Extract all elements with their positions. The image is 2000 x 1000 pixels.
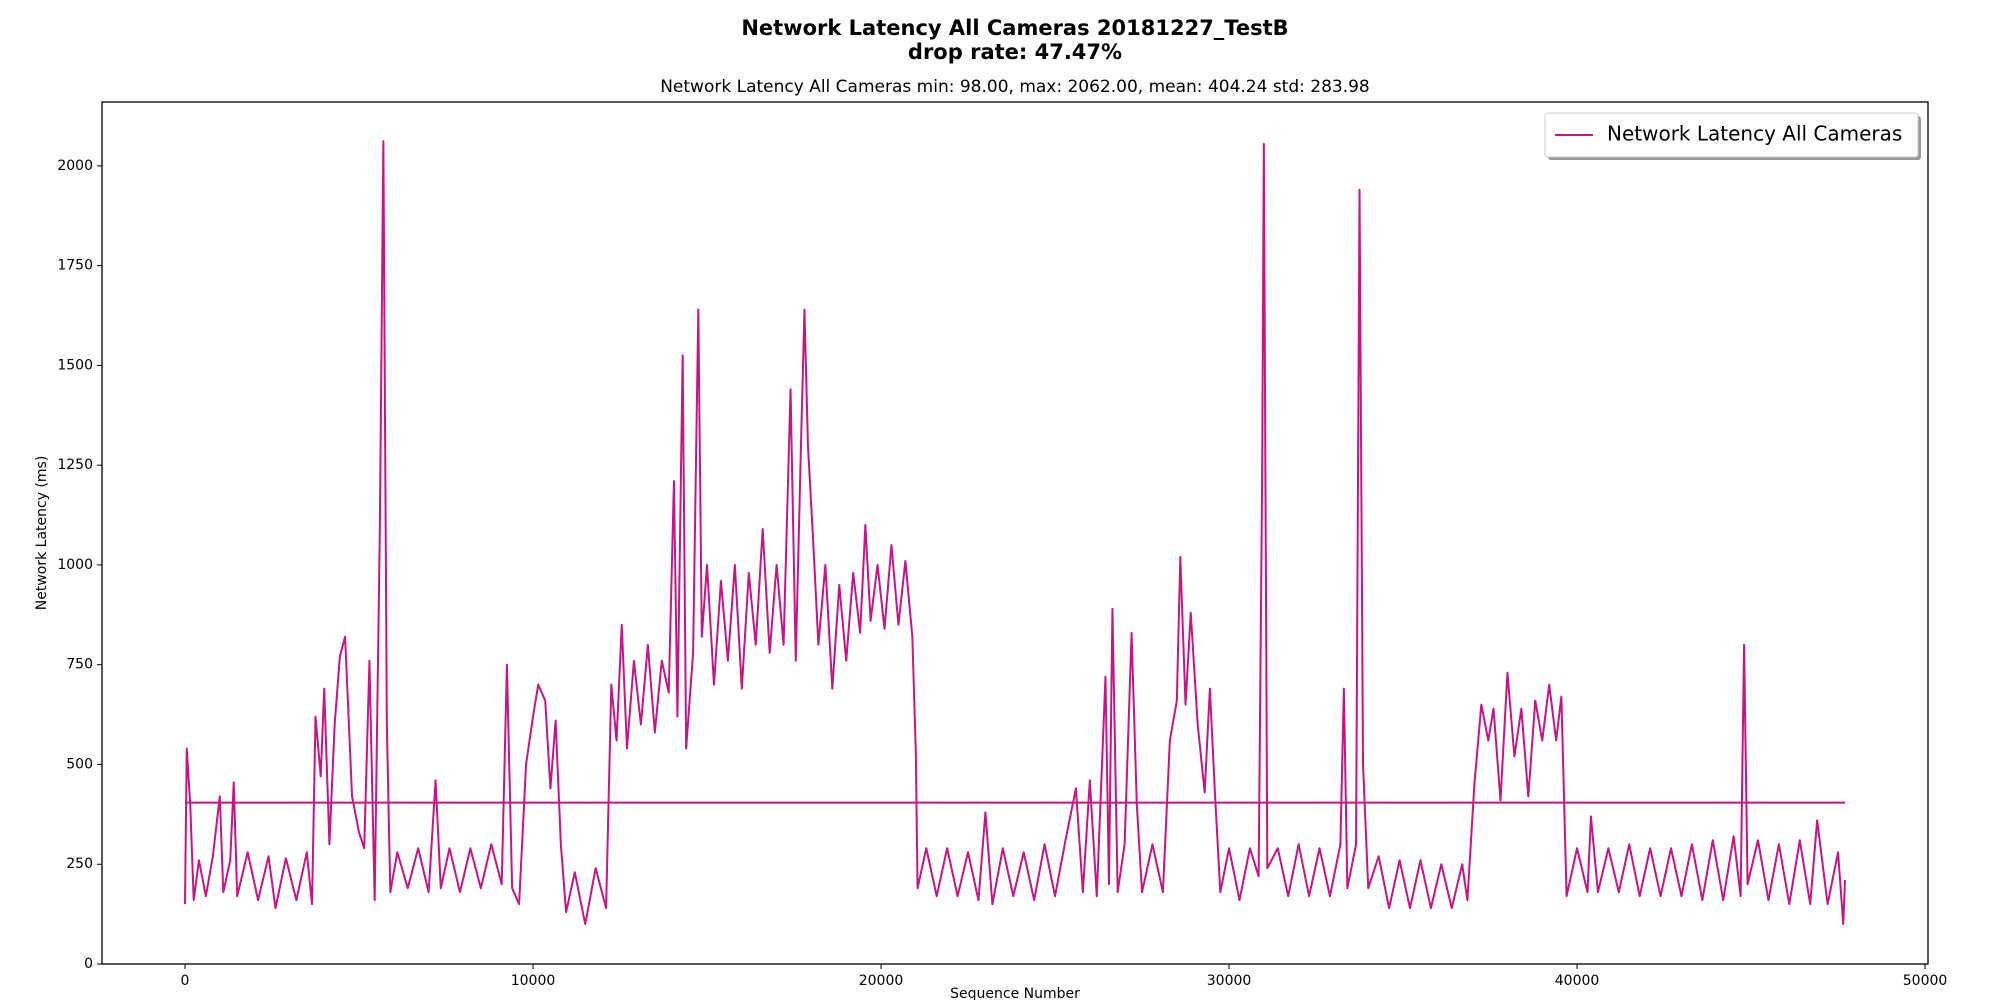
x-tick-label: 10000 — [511, 973, 556, 989]
x-tick-label: 20000 — [859, 973, 904, 989]
x-tick-label: 0 — [181, 973, 190, 989]
y-tick-label: 1250 — [57, 457, 93, 473]
y-tick-label: 0 — [84, 956, 93, 972]
legend-box — [1544, 112, 1919, 158]
y-tick-label: 750 — [66, 657, 93, 673]
y-tick-label: 1750 — [57, 258, 93, 274]
y-tick-label: 1000 — [57, 557, 93, 573]
x-tick-label: 50000 — [1903, 973, 1948, 989]
plot-frame — [101, 101, 1929, 965]
x-tick-label: 30000 — [1207, 973, 1252, 989]
y-axis-label: Network Latency (ms) — [34, 456, 50, 611]
chart-subtitle: Network Latency All Cameras min: 98.00, … — [660, 77, 1370, 97]
y-tick-label: 1500 — [57, 357, 93, 373]
y-tick-label: 2000 — [57, 158, 93, 174]
x-axis-label: Sequence Number — [950, 986, 1080, 1000]
legend-label: Network Latency All Cameras — [1607, 122, 1902, 146]
chart-title: Network Latency All Cameras 20181227_Tes… — [741, 16, 1288, 40]
data-line — [184, 140, 1846, 926]
y-tick-label: 500 — [66, 756, 93, 772]
y-tick-label: 250 — [66, 856, 93, 872]
x-tick-label: 40000 — [1555, 973, 1600, 989]
chart-title-line2: drop rate: 47.47% — [908, 40, 1122, 64]
